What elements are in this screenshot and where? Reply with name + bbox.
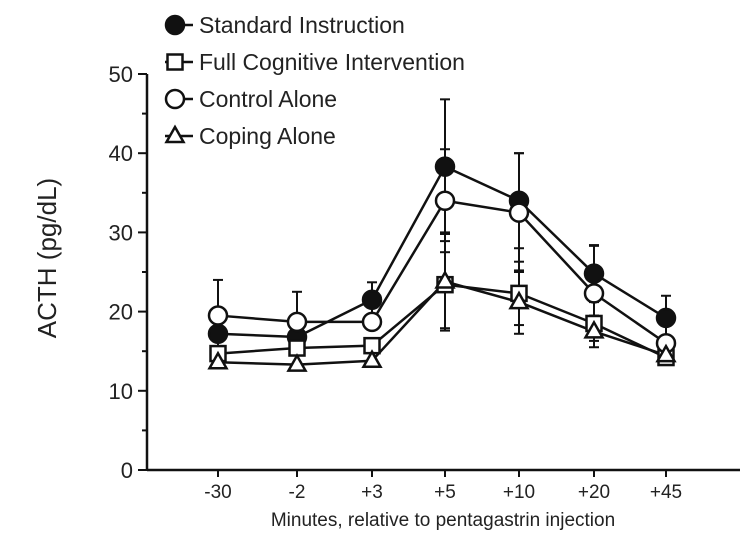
standard-instruction-point [655,307,677,329]
y-tick-label: 20 [109,300,133,325]
standard-instruction-point [361,289,383,310]
coping-alone-point [583,319,605,339]
x-tick-label: +5 [434,482,456,503]
legend-marker [164,124,186,144]
legend-label: Standard Instruction [199,12,405,38]
coping-alone-point [434,269,456,289]
coping-alone-point [361,349,383,368]
x-tick-label: +3 [361,482,383,503]
legend-item-coping-alone: Coping Alone [164,123,336,149]
coping-alone-point [207,350,229,370]
legend-marker [164,14,186,36]
legend-item-full-cognitive-intervention: Full Cognitive Intervention [165,49,465,75]
legend-label: Full Cognitive Intervention [199,49,465,75]
y-tick-label: 30 [109,220,133,245]
x-tick-label: -30 [204,482,231,503]
y-tick-label: 10 [109,379,133,404]
x-tick-label: -2 [289,482,306,503]
y-tick-label: 50 [109,62,133,87]
y-axis-title: ACTH (pg/dL) [32,178,62,338]
legend-label: Coping Alone [199,123,336,149]
legend-item-standard-instruction: Standard Instruction [164,12,405,38]
legend: Standard Instruction Full Cognitive Inter… [164,12,465,149]
standard-instruction-point [434,156,456,177]
y-tick-label: 0 [121,458,133,483]
control-alone-point [434,190,456,211]
y-tick-label: 40 [109,141,133,166]
control-alone-point [508,202,530,223]
coping-alone-point [655,343,677,363]
control-alone-point [286,311,308,333]
standard-instruction-point [583,263,605,284]
x-tick-label: +10 [503,482,535,503]
legend-label: Control Alone [199,86,337,112]
x-axis-title: Minutes, relative to pentagastrin inject… [271,510,615,531]
x-tick-label: +20 [578,482,610,503]
y-axis: 0 10 20 30 40 50 [109,62,149,483]
series-markers [207,156,677,372]
legend-marker [164,88,186,110]
coping-alone-point [508,290,530,310]
standard-instruction-point [207,323,229,345]
control-alone-point [361,311,383,333]
control-alone-point [207,305,229,326]
x-tick-label: +45 [650,482,682,503]
legend-marker [166,53,184,71]
control-alone-point [583,283,605,304]
legend-item-control-alone: Control Alone [164,86,337,112]
coping-alone-point [286,353,308,372]
x-axis: -30 -2 +3 +5 +10 +20 +45 [147,468,740,503]
